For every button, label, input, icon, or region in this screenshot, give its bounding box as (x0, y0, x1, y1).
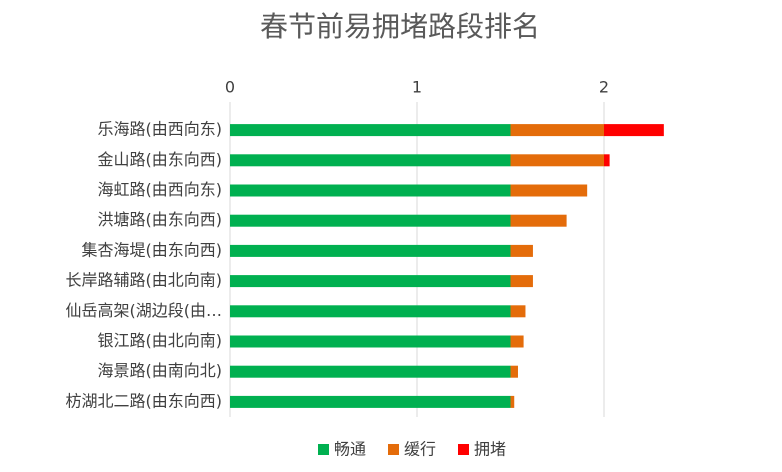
bar-segment (230, 305, 511, 318)
legend-swatch (388, 444, 399, 455)
legend-swatch (318, 444, 329, 455)
bar-segment (230, 214, 511, 227)
bar-segment (230, 154, 511, 167)
bar-segment (510, 124, 604, 137)
legend-label: 畅通 (334, 440, 366, 459)
bar-segment (510, 395, 515, 408)
legend-label: 缓行 (404, 440, 436, 459)
bar-segment (230, 124, 511, 137)
y-tick-label: 洪塘路(由东向西) (98, 210, 223, 229)
y-tick-label: 集杏海堤(由东向西) (82, 240, 223, 259)
bar-segment (604, 124, 664, 137)
bar-segment (230, 244, 511, 257)
bar-segment (510, 184, 588, 197)
bar-segment (230, 365, 511, 378)
x-tick-label: 2 (599, 78, 609, 97)
y-tick-label: 枋湖北二路(由东向西) (66, 391, 223, 410)
bar-segment (510, 244, 533, 257)
chart-title: 春节前易拥堵路段排名 (260, 10, 540, 43)
bar-segment (510, 335, 524, 348)
y-tick-label: 海景路(由南向北) (98, 361, 223, 380)
bar-segment (510, 214, 567, 227)
bar-segment (510, 154, 604, 167)
x-tick-label: 0 (225, 78, 235, 97)
y-tick-label: 仙岳高架(湖边段(由… (66, 301, 223, 320)
bar-segment (510, 305, 526, 318)
bar-segment (230, 184, 511, 197)
legend-swatch (458, 444, 469, 455)
bar-segment (230, 395, 511, 408)
y-tick-label: 乐海路(由西向东) (98, 120, 223, 139)
y-tick-label: 长岸路辅路(由北向南) (66, 271, 223, 290)
x-tick-label: 1 (412, 78, 422, 97)
bar-segment (604, 154, 610, 167)
bar-segment (230, 275, 511, 288)
y-tick-label: 海虹路(由西向东) (98, 180, 223, 199)
bar-segment (510, 365, 518, 378)
bar-segment (510, 275, 533, 288)
y-tick-label: 银江路(由北向南) (98, 331, 223, 350)
y-tick-label: 金山路(由东向西) (98, 150, 223, 169)
legend-label: 拥堵 (474, 440, 506, 459)
bar-segment (230, 335, 511, 348)
